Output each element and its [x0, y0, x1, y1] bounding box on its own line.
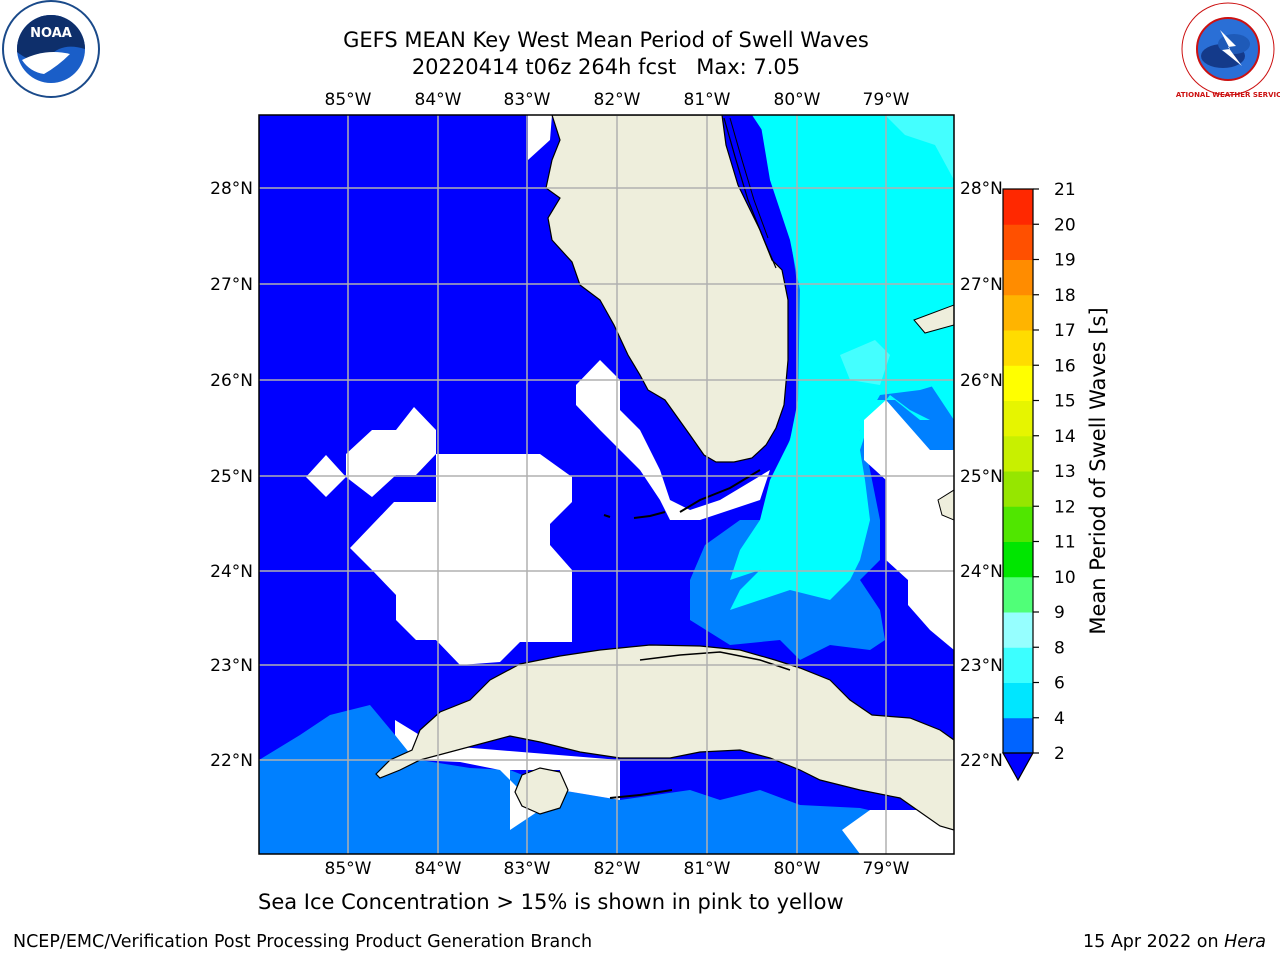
colorbar-tick-label: 17: [1054, 321, 1076, 341]
colorbar-swatch: [1003, 259, 1033, 296]
period-6-8-area-inner: [730, 120, 954, 580]
colorbar-swatch: [1003, 471, 1033, 507]
colorbar-under-extension: [1001, 752, 1035, 782]
colorbar-swatch: [1003, 506, 1033, 542]
map-field: [259, 115, 954, 854]
colorbar-swatch: [1003, 647, 1033, 683]
lon-label-top: 80°W: [774, 90, 821, 110]
colorbar-tick-label: 21: [1054, 180, 1076, 200]
lat-label-right: 25°N: [960, 467, 1003, 487]
lon-label-top: 81°W: [684, 90, 731, 110]
colorbar-tick-label: 14: [1054, 427, 1076, 447]
colorbar-swatch: [1003, 541, 1033, 578]
lon-label-bottom: 79°W: [863, 859, 910, 879]
colorbar-tick-label: 6: [1054, 674, 1065, 694]
colorbar: 2 4 6 8 9 10 11 12 13 14 15 16 17 18 19 20 21 Mean Period…: [1001, 180, 1110, 782]
lat-label-right: 24°N: [960, 562, 1003, 582]
lon-label-top: 83°W: [504, 90, 551, 110]
lat-label-right: 22°N: [960, 751, 1003, 771]
colorbar-label: Mean Period of Swell Waves [s]: [1086, 307, 1110, 634]
lon-label-bottom: 82°W: [594, 859, 641, 879]
lat-label-left: 28°N: [210, 179, 253, 199]
colorbar-swatch: [1003, 435, 1033, 472]
colorbar-swatch: [1003, 717, 1033, 754]
nws-logo-text: NATIONAL WEATHER SERVICE: [1176, 91, 1280, 99]
colorbar-swatch: [1003, 576, 1033, 613]
lon-label-bottom: 83°W: [504, 859, 551, 879]
land-isla-juventud: [514, 767, 569, 815]
footer-date: 15 Apr 2022 on Hera: [1083, 932, 1266, 952]
lat-label-right: 23°N: [960, 656, 1003, 676]
lat-label-left: 23°N: [210, 656, 253, 676]
map-title: GEFS MEAN Key West Mean Period of Swell …: [343, 28, 869, 52]
lat-label-right: 26°N: [960, 371, 1003, 391]
lat-label-right: 28°N: [960, 179, 1003, 199]
colorbar-swatch: [1003, 294, 1033, 331]
colorbar-tick-label: 10: [1054, 568, 1076, 588]
noaa-logo: NOAA: [2, 0, 100, 98]
lon-label-top: 79°W: [863, 90, 910, 110]
map-subtitle: 20220414 t06z 264h fcst Max: 7.05: [411, 55, 801, 79]
colorbar-swatch: [1003, 330, 1033, 366]
lat-label-left: 26°N: [210, 371, 253, 391]
colorbar-tick-label: 19: [1054, 251, 1076, 271]
colorbar-swatch: [1003, 189, 1033, 225]
colorbar-tick-label: 13: [1054, 462, 1076, 482]
land-cuba: [375, 644, 954, 831]
sea-ice-note: Sea Ice Concentration > 15% is shown in …: [258, 890, 844, 914]
lon-label-bottom: 80°W: [774, 859, 821, 879]
lat-label-left: 27°N: [210, 275, 253, 295]
lon-label-top: 82°W: [594, 90, 641, 110]
colorbar-swatch: [1003, 224, 1033, 260]
lon-label-bottom: 85°W: [325, 859, 372, 879]
lon-label-top: 84°W: [415, 90, 462, 110]
colorbar-tick-label: 8: [1054, 638, 1065, 658]
lon-label-bottom: 84°W: [415, 859, 462, 879]
colorbar-tick-label: 2: [1054, 744, 1065, 764]
footer-credit: NCEP/EMC/Verification Post Processing Pr…: [13, 932, 593, 952]
graticule: [259, 115, 954, 854]
colorbar-swatch: [1003, 682, 1033, 719]
axis-labels: 85°W 85°W 84°W 84°W 83°W 83°W 82°W 82°W 81°W 81°W…: [210, 90, 1003, 879]
noaa-logo-text: NOAA: [30, 26, 72, 41]
period-8-9-area-2: [840, 340, 890, 385]
map-frame: [258, 114, 955, 855]
footer-date-text: 15 Apr 2022 on: [1083, 932, 1225, 952]
lat-label-right: 27°N: [960, 275, 1003, 295]
footer-host: Hera: [1224, 932, 1266, 952]
colorbar-swatch: [1003, 365, 1033, 401]
nws-logo: NATIONAL WEATHER SERVICE: [1176, 2, 1280, 99]
colorbar-tick-label: 12: [1054, 497, 1076, 517]
lat-label-left: 22°N: [210, 751, 253, 771]
lon-label-top: 85°W: [325, 90, 372, 110]
period-8-9-area: [885, 115, 954, 180]
colorbar-swatch: [1003, 612, 1033, 648]
lat-label-left: 24°N: [210, 562, 253, 582]
colorbar-swatch: [1003, 400, 1033, 437]
colorbar-tick-label: 20: [1054, 215, 1076, 235]
colorbar-tick-label: 16: [1054, 356, 1076, 376]
colorbar-tick-label: 9: [1054, 603, 1065, 623]
lon-label-bottom: 81°W: [684, 859, 731, 879]
period-4-6-area: [259, 705, 954, 854]
colorbar-tick-label: 11: [1054, 533, 1076, 553]
colorbar-tick-label: 18: [1054, 286, 1076, 306]
colorbar-tick-label: 4: [1054, 709, 1065, 729]
lat-label-left: 25°N: [210, 467, 253, 487]
colorbar-tick-label: 15: [1054, 392, 1076, 412]
